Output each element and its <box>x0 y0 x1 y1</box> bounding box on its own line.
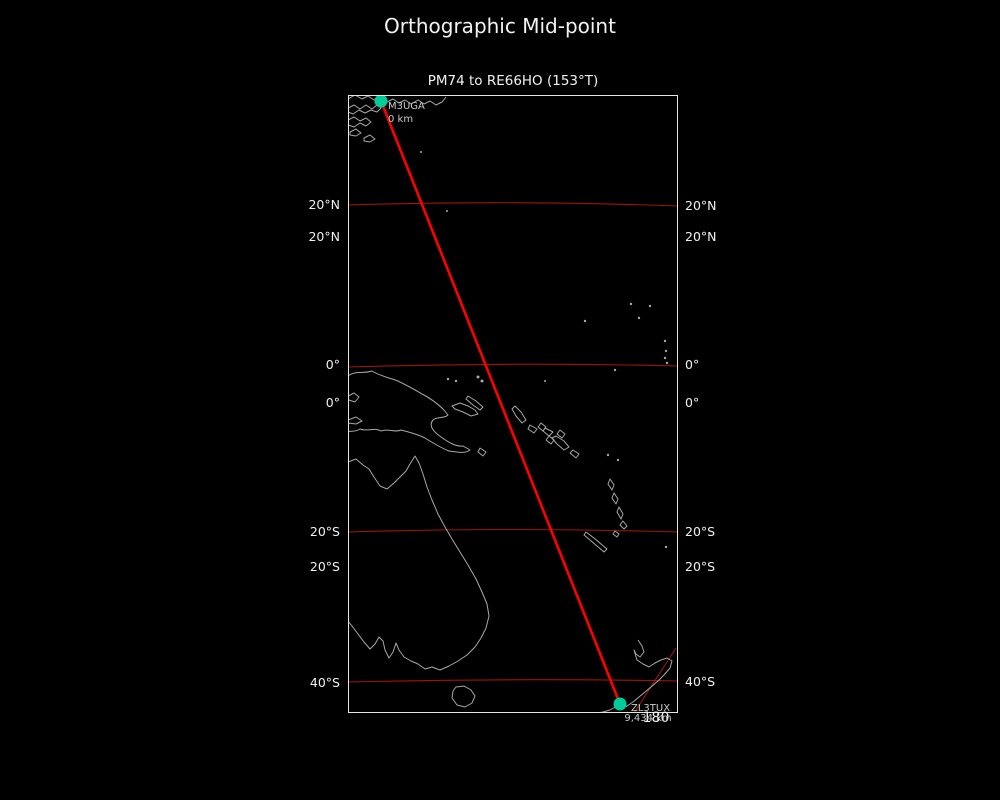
end-callsign: ZL3TUX <box>631 703 671 714</box>
end-distance: 9,434 km <box>624 713 672 724</box>
lat-label-left-20s-b: 20°S <box>309 559 340 574</box>
start-callsign: M3UGA <box>388 101 425 112</box>
small-islands <box>420 151 669 549</box>
figure-title: Orthographic Mid-point <box>384 14 616 38</box>
graticule-lines <box>348 202 678 713</box>
start-marker-dot <box>374 95 388 108</box>
map-border <box>348 95 678 713</box>
lat-label-right-20s-b: 20°S <box>685 559 716 574</box>
lat-label-right-40s: 40°S <box>685 674 716 689</box>
lat-label-right-20n-b: 20°N <box>685 229 717 244</box>
lat-label-right-0-b: 0° <box>685 395 700 410</box>
end-marker-dot <box>613 697 627 711</box>
start-distance: 0 km <box>388 114 414 125</box>
lat-label-right-20n-a: 20°N <box>685 198 717 213</box>
lat-label-left-20n-b: 20°N <box>308 229 340 244</box>
lon-label-180: 180 <box>642 710 670 726</box>
great-circle-path <box>379 99 622 706</box>
gridline-lat-40s <box>348 679 678 683</box>
lat-label-left-0-a: 0° <box>325 357 340 372</box>
lat-label-right-20s-a: 20°S <box>685 524 716 539</box>
lat-label-left-20s-a: 20°S <box>309 524 340 539</box>
orthographic-map <box>348 95 678 713</box>
lat-label-left-20n-a: 20°N <box>308 197 340 212</box>
lat-label-right-0-a: 0° <box>685 357 700 372</box>
start-marker-annotation: M3UGA 0 km <box>388 100 425 126</box>
map-subtitle: PM74 to RE66HO (153°T) <box>427 73 599 89</box>
gridline-lat-20s <box>348 528 678 533</box>
lat-label-left-40s: 40°S <box>309 675 340 690</box>
gridline-lat-20n <box>348 202 678 207</box>
lat-label-left-0-b: 0° <box>325 395 340 410</box>
gridline-equator <box>348 363 678 368</box>
coastlines <box>348 95 673 713</box>
